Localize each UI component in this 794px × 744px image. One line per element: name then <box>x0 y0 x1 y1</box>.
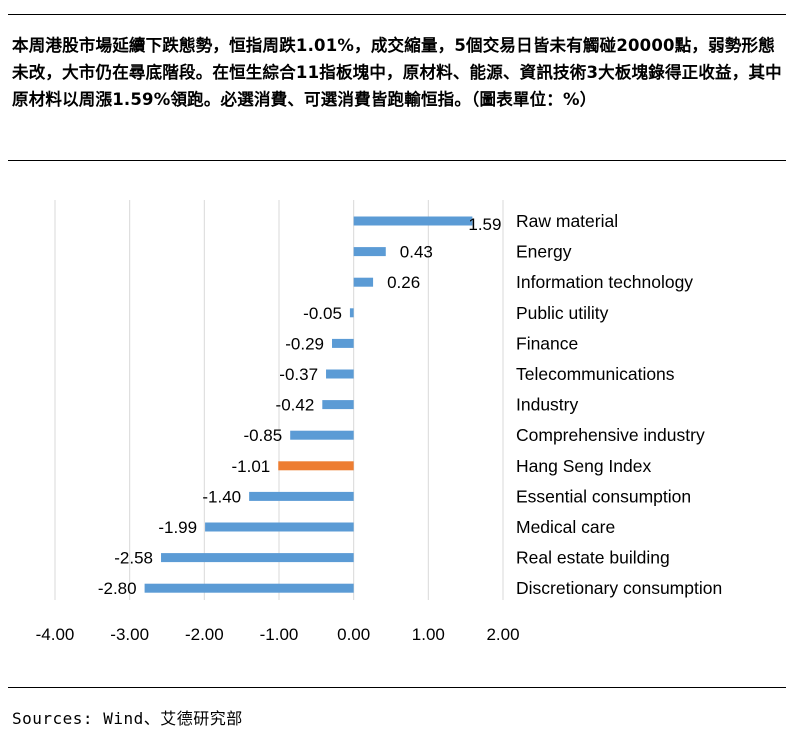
category-label: Medical care <box>516 517 615 537</box>
value-label: -0.05 <box>303 304 342 323</box>
category-label: Essential consumption <box>516 486 691 506</box>
x-tick-label: -2.00 <box>185 625 224 644</box>
category-label: Hang Seng Index <box>516 456 651 476</box>
gridlines <box>54 200 504 600</box>
bottom-rule <box>8 687 786 688</box>
category-label: Industry <box>516 395 578 415</box>
category-label: Raw material <box>516 211 618 231</box>
bar <box>349 308 354 318</box>
bar <box>249 491 354 501</box>
category-label: Discretionary consumption <box>516 578 722 598</box>
bar <box>161 553 354 563</box>
value-label: -0.42 <box>276 396 315 415</box>
headline-text: 本周港股市場延續下跌態勢，恒指周跌1.01%，成交縮量，5個交易日皆未有觸碰20… <box>12 36 782 109</box>
bar <box>322 400 354 410</box>
bar <box>353 277 374 287</box>
value-label: -2.58 <box>114 549 153 568</box>
value-label: -0.29 <box>285 334 324 353</box>
bar <box>353 247 386 257</box>
bar <box>144 583 354 593</box>
bars <box>144 216 473 593</box>
x-tick-label: 0.00 <box>337 625 370 644</box>
x-tick-label: -4.00 <box>36 625 75 644</box>
category-label: Comprehensive industry <box>516 425 705 445</box>
value-label: -1.40 <box>202 487 241 506</box>
value-label: 0.26 <box>387 273 420 292</box>
bar <box>353 216 473 226</box>
category-labels: Raw material Energy Information technology… <box>516 211 722 598</box>
bar <box>290 430 354 440</box>
x-tick-label: -3.00 <box>110 625 149 644</box>
value-label: -0.85 <box>243 426 282 445</box>
x-tick-label: -1.00 <box>260 625 299 644</box>
category-label: Energy <box>516 242 572 262</box>
x-tick-labels: -4.00 -3.00 -2.00 -1.00 0.00 1.00 2.00 <box>36 625 520 644</box>
top-rule <box>8 14 786 15</box>
bar <box>278 461 354 471</box>
x-tick-label: 1.00 <box>412 625 445 644</box>
middle-rule <box>8 160 786 161</box>
source-note: Sources: Wind、艾德研究部 <box>12 709 243 728</box>
bar <box>326 369 354 379</box>
x-tick-label: 2.00 <box>486 625 519 644</box>
value-label: -1.01 <box>232 457 271 476</box>
category-label: Public utility <box>516 303 609 323</box>
value-label: -2.80 <box>98 579 137 598</box>
bar <box>205 522 354 532</box>
bar-chart: 1.59 0.43 0.26 -0.05 -0.29 -0.37 -0.42 -0.85 -1.… <box>36 200 722 644</box>
value-labels: 1.59 0.43 0.26 -0.05 -0.29 -0.37 -0.42 -0.85 -1.… <box>98 215 502 598</box>
value-label: 1.59 <box>468 215 501 234</box>
value-label: -1.99 <box>158 518 197 537</box>
value-label: -0.37 <box>279 365 318 384</box>
category-label: Finance <box>516 333 578 353</box>
category-label: Telecommunications <box>516 364 675 384</box>
value-label: 0.43 <box>400 243 433 262</box>
category-label: Information technology <box>516 272 693 292</box>
bar <box>332 338 354 348</box>
category-label: Real estate building <box>516 548 670 568</box>
